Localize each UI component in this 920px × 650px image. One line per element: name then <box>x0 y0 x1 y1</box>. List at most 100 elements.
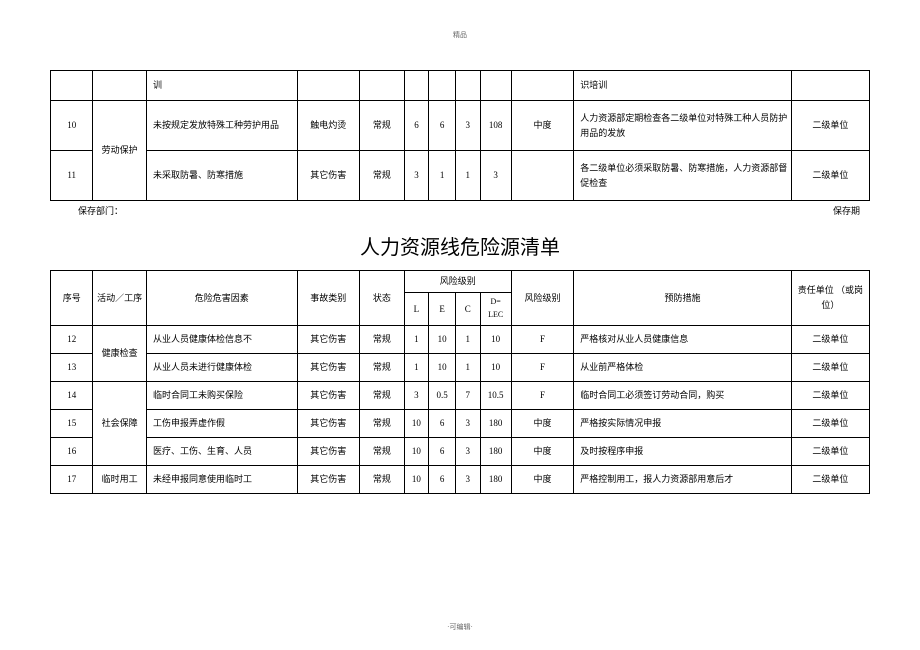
cell-hazard: 从业人员健康体检信息不 <box>146 325 297 353</box>
cell-state: 常规 <box>360 353 405 381</box>
cell-e: 10 <box>429 353 456 381</box>
cell-state: 常规 <box>360 101 405 151</box>
cell-prevent: 各二级单位必须采取防暑、防寒措施，人力资源部督促检查 <box>574 151 792 201</box>
cell-unit: 二级单位 <box>791 325 869 353</box>
table-row: 15 工伤申报弄虚作假 其它伤害 常规 10 6 3 180 中度 严格按实际情… <box>51 409 870 437</box>
cell-unit: 二级单位 <box>791 353 869 381</box>
cell-accident: 其它伤害 <box>297 353 359 381</box>
cell-state: 常规 <box>360 465 405 493</box>
cell-d: 108 <box>480 101 511 151</box>
cell-unit: 二级单位 <box>791 381 869 409</box>
cell-prevent: 临时合同工必须签订劳动合同，购买 <box>574 381 792 409</box>
table-1: 训 识培训 10 劳动保护 未按规定发放特殊工种劳护用品 触电灼烫 常规 6 6… <box>50 70 870 201</box>
cell-hazard: 医疗、工伤、生育、人员 <box>146 437 297 465</box>
footer-marker: ·可编辑· <box>447 622 473 632</box>
cell-seq: 16 <box>51 437 93 465</box>
cell-c: 3 <box>455 101 480 151</box>
cell-l: 1 <box>404 353 429 381</box>
header-c: C <box>455 293 480 326</box>
header-hazard: 危险危害因素 <box>146 271 297 326</box>
cell-hazard: 工伤申报弄虚作假 <box>146 409 297 437</box>
cell-e: 10 <box>429 325 456 353</box>
table-row: 训 识培训 <box>51 71 870 101</box>
cell-state <box>360 71 405 101</box>
cell-d: 10.5 <box>480 381 511 409</box>
cell-l: 6 <box>404 101 429 151</box>
page-title: 人力资源线危险源清单 <box>50 231 870 260</box>
cell-level: F <box>511 381 573 409</box>
cell-c: 1 <box>455 151 480 201</box>
cell-unit <box>791 71 869 101</box>
cell-unit: 二级单位 <box>791 409 869 437</box>
cell-act: 健康检查 <box>93 325 147 381</box>
header-prevent: 预防措施 <box>574 271 792 326</box>
cell-hazard: 训 <box>146 71 297 101</box>
cell-e: 1 <box>429 151 456 201</box>
header-unit: 责任单位 （或岗位） <box>791 271 869 326</box>
cell-d: 10 <box>480 353 511 381</box>
cell-c: 3 <box>455 465 480 493</box>
header-e: E <box>429 293 456 326</box>
cell-level: 中度 <box>511 437 573 465</box>
table-header-row: 序号 活动／工序 危险危害因素 事故类别 状态 风险级别 风险级别 预防措施 责… <box>51 271 870 293</box>
table-row: 17 临时用工 未经申报同意使用临时工 其它伤害 常规 10 6 3 180 中… <box>51 465 870 493</box>
cell-state: 常规 <box>360 409 405 437</box>
cell-level: 中度 <box>511 465 573 493</box>
cell-level: 中度 <box>511 101 573 151</box>
cell-e: 6 <box>429 437 456 465</box>
cell-state: 常规 <box>360 437 405 465</box>
cell-l <box>404 71 429 101</box>
cell-hazard: 临时合同工未购买保险 <box>146 381 297 409</box>
cell-l: 10 <box>404 465 429 493</box>
cell-prevent: 严格按实际情况申报 <box>574 409 792 437</box>
note-left: 保存部门： <box>78 204 123 217</box>
header-risk-group: 风险级别 <box>404 271 511 293</box>
cell-accident: 其它伤害 <box>297 151 359 201</box>
table-row: 14 社会保障 临时合同工未购买保险 其它伤害 常规 3 0.5 7 10.5 … <box>51 381 870 409</box>
cell-seq: 13 <box>51 353 93 381</box>
cell-prevent: 严格核对从业人员健康信息 <box>574 325 792 353</box>
cell-d: 180 <box>480 409 511 437</box>
storage-note: 保存部门： 保存期 <box>50 201 870 217</box>
header-accident: 事故类别 <box>297 271 359 326</box>
cell-level: F <box>511 325 573 353</box>
cell-e <box>429 71 456 101</box>
header-l: L <box>404 293 429 326</box>
cell-prevent: 人力资源部定期检查各二级单位对特殊工种人员防护用品的发放 <box>574 101 792 151</box>
cell-accident: 触电灼烫 <box>297 101 359 151</box>
table-row: 10 劳动保护 未按规定发放特殊工种劳护用品 触电灼烫 常规 6 6 3 108… <box>51 101 870 151</box>
cell-e: 0.5 <box>429 381 456 409</box>
cell-accident: 其它伤害 <box>297 325 359 353</box>
cell-e: 6 <box>429 101 456 151</box>
cell-seq: 15 <box>51 409 93 437</box>
cell-c: 3 <box>455 409 480 437</box>
cell-act <box>93 71 147 101</box>
cell-l: 10 <box>404 437 429 465</box>
cell-l: 3 <box>404 381 429 409</box>
cell-unit: 二级单位 <box>791 465 869 493</box>
cell-level <box>511 151 573 201</box>
table-row: 16 医疗、工伤、生育、人员 其它伤害 常规 10 6 3 180 中度 及时按… <box>51 437 870 465</box>
cell-seq: 14 <box>51 381 93 409</box>
cell-hazard: 从业人员未进行健康体检 <box>146 353 297 381</box>
cell-state: 常规 <box>360 151 405 201</box>
cell-act: 社会保障 <box>93 381 147 465</box>
header-marker: 精品 <box>453 30 467 40</box>
cell-prevent: 及时按程序申报 <box>574 437 792 465</box>
cell-prevent: 严格控制用工，报人力资源部用意后才 <box>574 465 792 493</box>
cell-hazard: 未采取防暑、防寒措施 <box>146 151 297 201</box>
cell-unit: 二级单位 <box>791 151 869 201</box>
cell-accident: 其它伤害 <box>297 465 359 493</box>
cell-c: 1 <box>455 353 480 381</box>
cell-seq: 17 <box>51 465 93 493</box>
cell-hazard: 未按规定发放特殊工种劳护用品 <box>146 101 297 151</box>
cell-seq: 11 <box>51 151 93 201</box>
cell-c: 3 <box>455 437 480 465</box>
cell-d <box>480 71 511 101</box>
cell-accident: 其它伤害 <box>297 437 359 465</box>
table-row: 13 从业人员未进行健康体检 其它伤害 常规 1 10 1 10 F 从业前严格… <box>51 353 870 381</box>
cell-c: 7 <box>455 381 480 409</box>
table-row: 12 健康检查 从业人员健康体检信息不 其它伤害 常规 1 10 1 10 F … <box>51 325 870 353</box>
cell-accident <box>297 71 359 101</box>
cell-l: 3 <box>404 151 429 201</box>
